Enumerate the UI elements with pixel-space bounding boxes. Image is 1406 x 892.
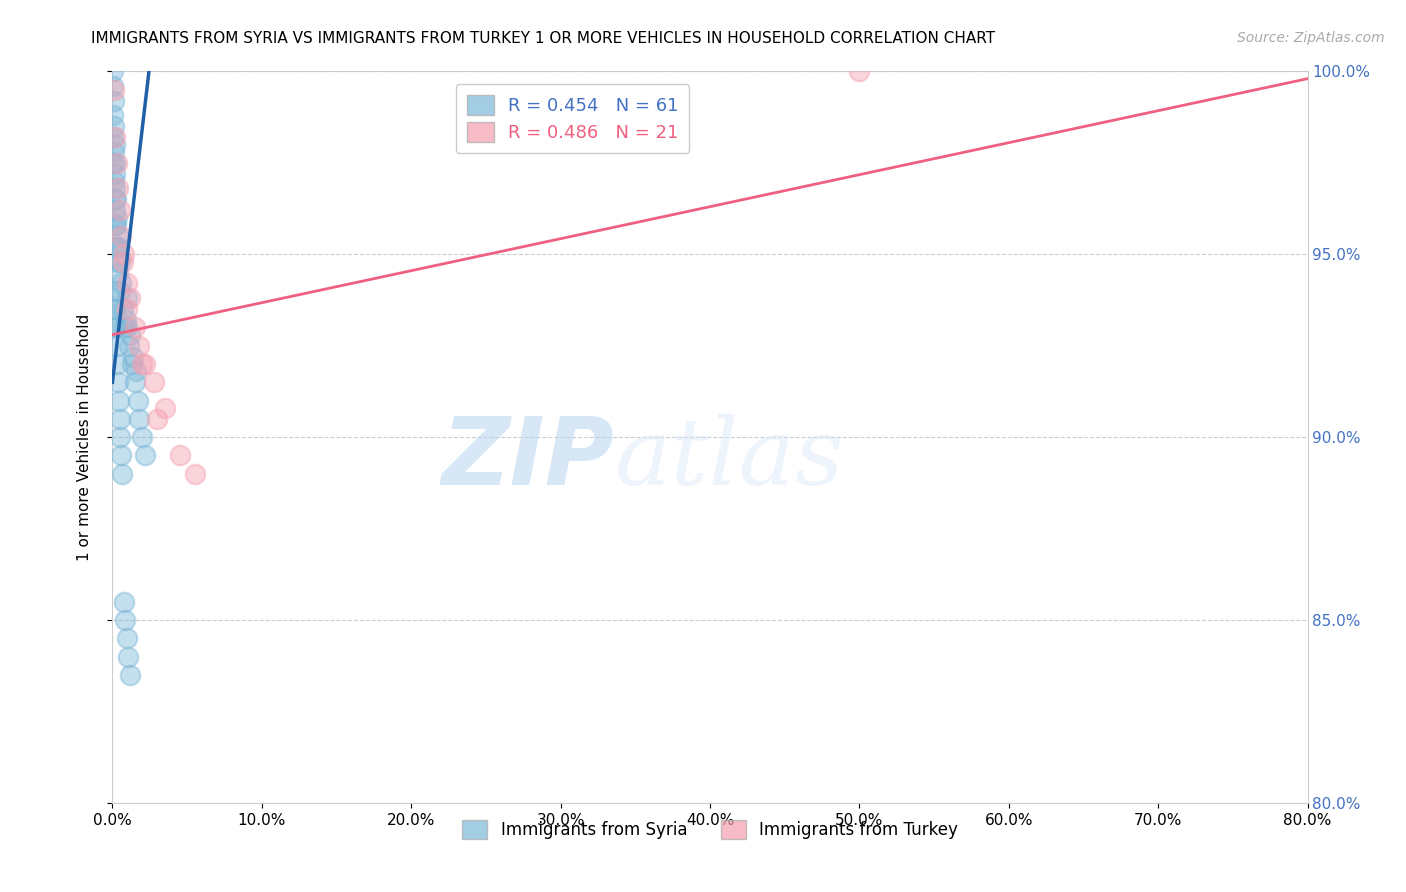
Point: [103, 83, 125, 97]
Point: [104, 130, 127, 145]
Point: [121, 357, 143, 371]
Point: [105, 339, 128, 353]
Point: [111, 467, 134, 481]
Point: [104, 218, 127, 232]
Point: [117, 277, 139, 291]
Point: [118, 339, 141, 353]
Point: [104, 137, 127, 152]
Text: Source: ZipAtlas.com: Source: ZipAtlas.com: [1237, 31, 1385, 45]
Point: [107, 266, 129, 280]
Point: [103, 174, 125, 188]
Point: [115, 632, 138, 646]
Point: [108, 412, 131, 426]
Point: [114, 613, 136, 627]
Point: [107, 376, 129, 390]
Point: [120, 327, 142, 342]
Point: [128, 339, 150, 353]
Point: [125, 364, 148, 378]
Point: [103, 64, 125, 78]
Point: [110, 277, 132, 291]
Point: [105, 357, 128, 371]
Point: [153, 401, 176, 415]
Point: [103, 94, 125, 108]
Point: [110, 448, 132, 462]
Point: [103, 301, 125, 317]
Point: [104, 181, 127, 195]
Point: [131, 357, 153, 371]
Text: atlas: atlas: [614, 414, 844, 504]
Text: ZIP: ZIP: [441, 413, 614, 505]
Point: [105, 155, 128, 169]
Point: [103, 130, 125, 145]
Point: [107, 181, 129, 195]
Point: [107, 229, 129, 244]
Text: IMMIGRANTS FROM SYRIA VS IMMIGRANTS FROM TURKEY 1 OR MORE VEHICLES IN HOUSEHOLD : IMMIGRANTS FROM SYRIA VS IMMIGRANTS FROM…: [91, 31, 995, 46]
Point: [105, 218, 128, 232]
Point: [108, 254, 131, 268]
Point: [117, 301, 139, 317]
Point: [111, 301, 134, 317]
Y-axis label: 1 or more Vehicles in Household: 1 or more Vehicles in Household: [77, 313, 91, 561]
Point: [134, 357, 156, 371]
Point: [114, 247, 135, 261]
Point: [107, 393, 129, 408]
Point: [103, 155, 125, 169]
Point: [104, 320, 127, 334]
Point: [105, 240, 128, 254]
Point: [117, 649, 139, 664]
Point: [848, 64, 870, 78]
Legend: Immigrants from Syria, Immigrants from Turkey: Immigrants from Syria, Immigrants from T…: [456, 814, 965, 846]
Point: [103, 120, 125, 134]
Point: [104, 155, 127, 169]
Point: [108, 284, 131, 298]
Point: [103, 320, 125, 334]
Point: [127, 393, 149, 408]
Point: [115, 313, 138, 327]
Point: [110, 229, 132, 244]
Point: [104, 301, 127, 317]
Point: [169, 448, 191, 462]
Point: [131, 430, 153, 444]
Point: [128, 412, 150, 426]
Point: [104, 193, 127, 207]
Point: [134, 448, 156, 462]
Point: [105, 193, 128, 207]
Point: [105, 211, 128, 225]
Point: [143, 376, 166, 390]
Point: [111, 254, 134, 268]
Point: [124, 376, 146, 390]
Point: [104, 203, 127, 218]
Point: [103, 145, 125, 159]
Point: [105, 240, 128, 254]
Point: [120, 291, 142, 305]
Point: [103, 78, 125, 93]
Point: [108, 203, 131, 218]
Point: [104, 167, 127, 181]
Point: [103, 108, 125, 122]
Point: [122, 350, 145, 364]
Point: [103, 284, 125, 298]
Point: [107, 240, 129, 254]
Point: [117, 320, 139, 334]
Point: [117, 291, 139, 305]
Point: [124, 320, 146, 334]
Point: [183, 467, 205, 481]
Point: [112, 594, 135, 608]
Point: [107, 254, 129, 268]
Point: [118, 668, 141, 682]
Point: [110, 430, 132, 444]
Point: [114, 320, 135, 334]
Point: [146, 412, 169, 426]
